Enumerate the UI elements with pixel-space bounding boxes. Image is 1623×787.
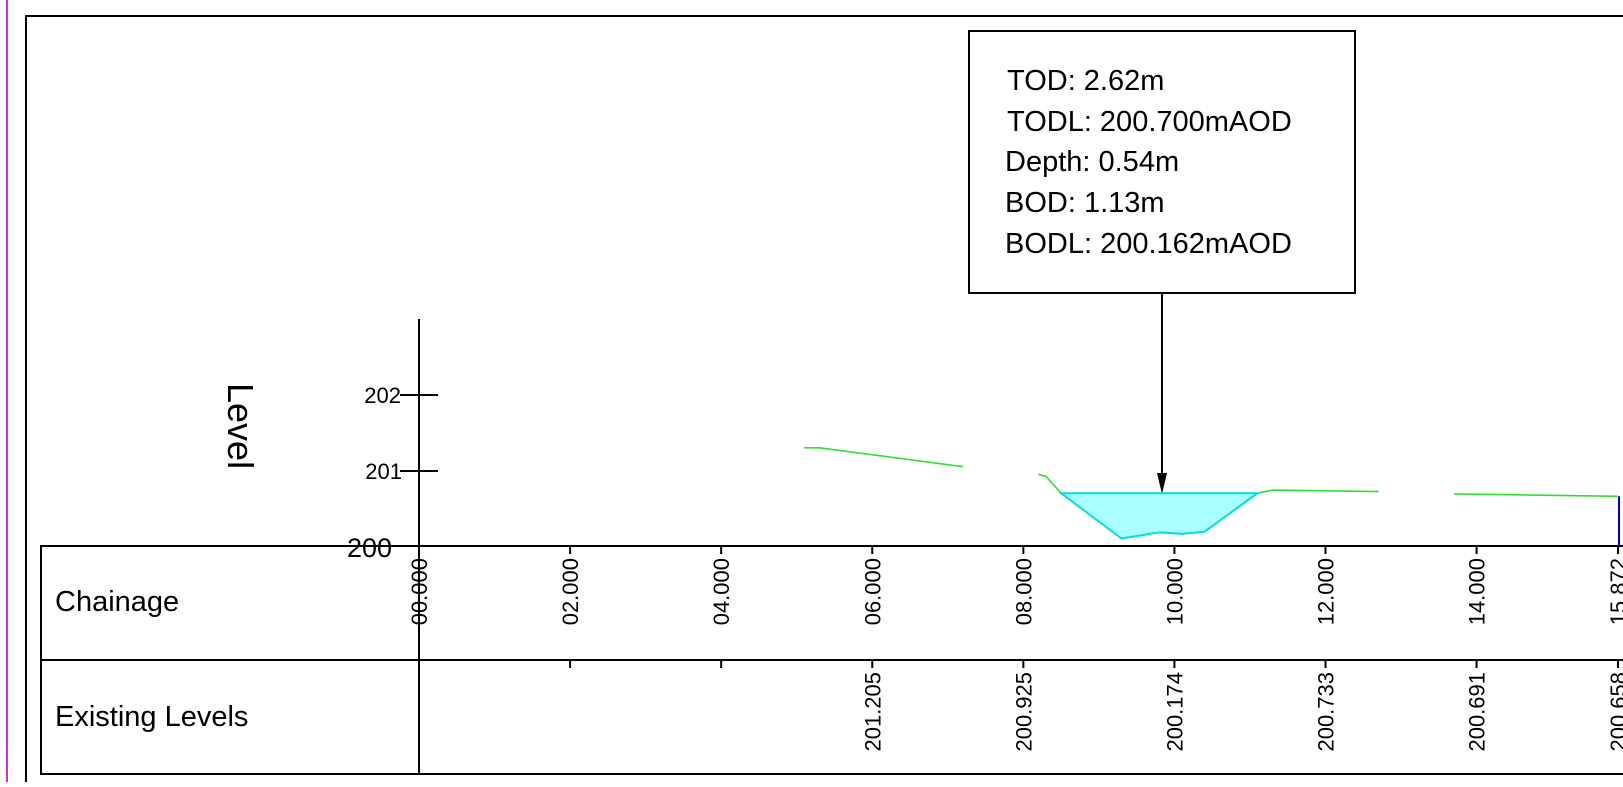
ground-line-segment-2 — [1038, 473, 1062, 494]
y-tick-label-202: 202 — [364, 383, 401, 408]
chainage-value-6: 12.000 — [1314, 558, 1339, 625]
level-value-7: 200.691 — [1465, 672, 1490, 752]
water-fill — [1058, 492, 1261, 540]
annotation-depth: Depth: 0.54m — [1005, 146, 1179, 178]
water-section — [1058, 492, 1261, 540]
chainage-value-7: 14.000 — [1465, 558, 1490, 625]
chainage-value-0: 00.000 — [407, 558, 432, 625]
annotation-callout: TOD: 2.62m TODL: 200.700mAOD Depth: 0.54… — [968, 30, 1356, 494]
chainage-value-5: 10.000 — [1162, 558, 1187, 625]
chainage-value-4: 08.000 — [1011, 558, 1036, 625]
y-tick-label-200: 200 — [347, 533, 392, 563]
chainage-row-label: Chainage — [55, 586, 179, 618]
table-ticks — [418, 546, 1619, 668]
chainage-value-2: 04.000 — [709, 558, 734, 625]
level-value-8: 200.658 — [1606, 672, 1623, 752]
annotation-tod: TOD: 2.62m — [1007, 65, 1164, 97]
annotation-bodl: BODL: 200.162mAOD — [1005, 228, 1292, 260]
sheet-frame — [25, 15, 1623, 782]
level-axis: Level 202 201 200 — [220, 319, 448, 563]
level-value-5: 200.174 — [1162, 672, 1187, 752]
table-values: 00.000 02.000 04.000 06.000 201.205 08.000 200… — [407, 558, 1623, 752]
chainage-value-8: 15.872 — [1606, 558, 1623, 625]
annotation-bod: BOD: 1.13m — [1005, 187, 1165, 219]
chainage-value-3: 06.000 — [860, 558, 885, 625]
ground-line-segment-4 — [1453, 493, 1619, 498]
y-tick-label-201: 201 — [365, 459, 402, 484]
annotation-todl: TODL: 200.700mAOD — [1007, 106, 1292, 138]
ground-line-segment-3 — [1257, 489, 1379, 494]
chainage-value-1: 02.000 — [558, 558, 583, 625]
y-axis-label: Level — [220, 383, 261, 469]
level-value-6: 200.733 — [1314, 672, 1339, 752]
ground-profile — [804, 446, 1620, 546]
level-value-4: 200.925 — [1011, 672, 1036, 752]
ground-line-segment-1 — [804, 446, 964, 468]
level-value-3: 201.205 — [860, 672, 885, 752]
data-table: Chainage Existing Levels — [40, 545, 1623, 775]
existing-levels-row-label: Existing Levels — [55, 701, 248, 733]
annotation-arrowhead — [1157, 473, 1167, 494]
